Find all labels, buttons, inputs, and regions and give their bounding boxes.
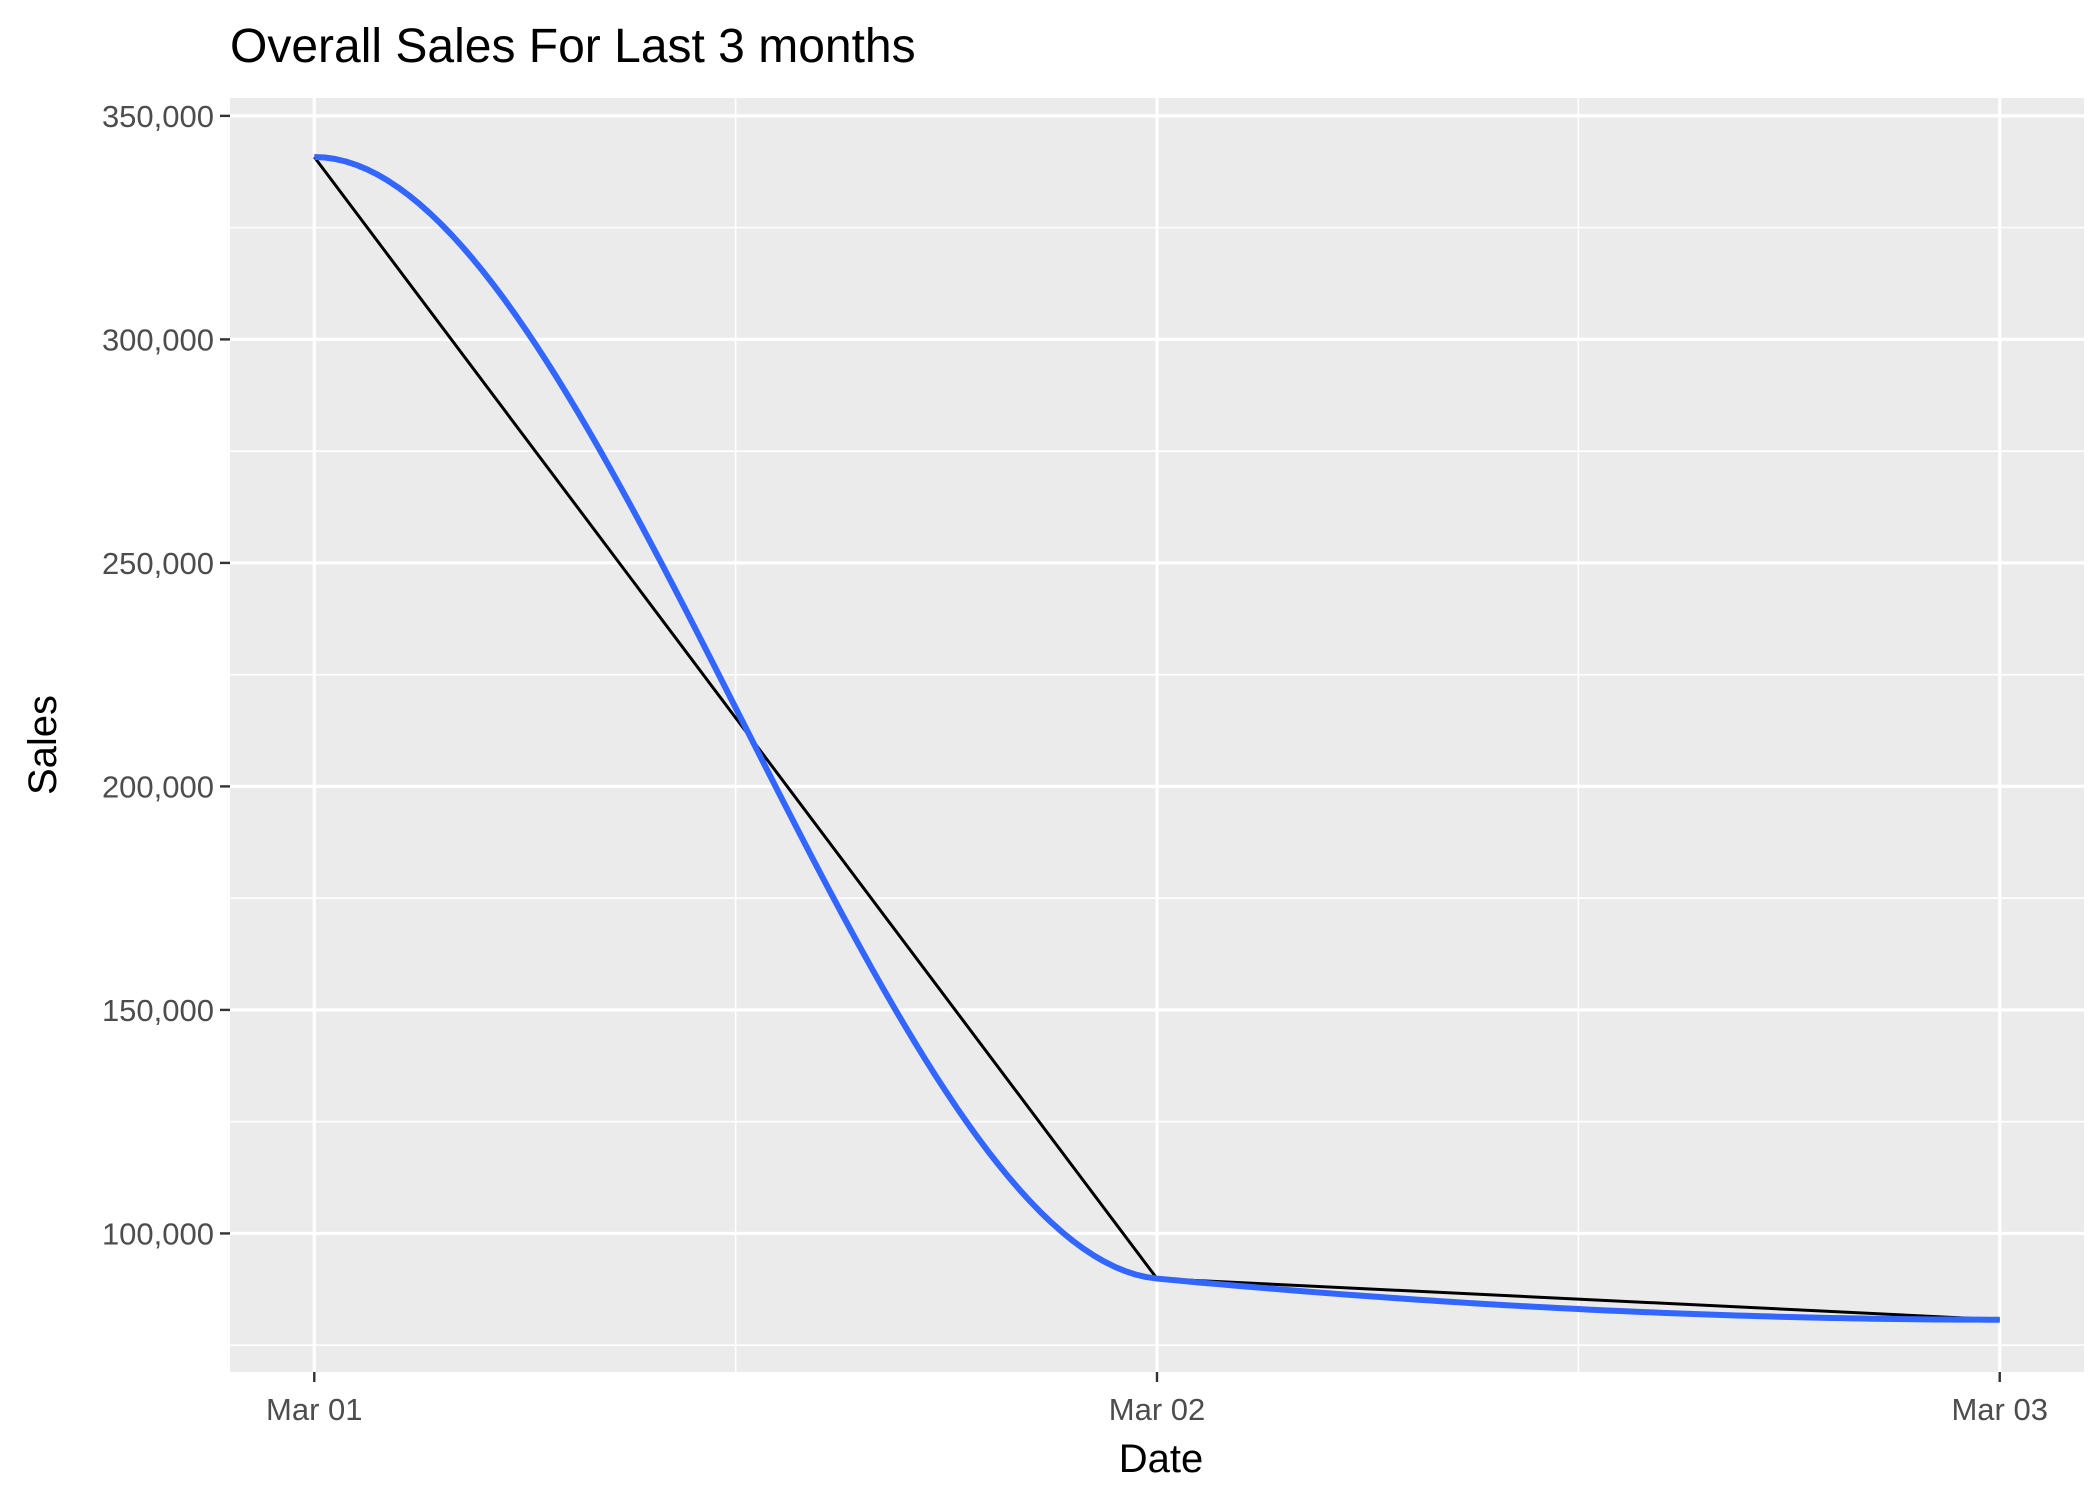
x-axis-title: Date [1119,1437,1204,1481]
y-axis: 100,000 150,000 200,000 250,000 300,000 350,0… [102,99,230,1251]
y-tick-label-3: 250,000 [102,546,214,581]
y-axis-title: Sales [21,695,65,795]
x-tick-label-0: Mar 01 [266,1392,362,1427]
y-tick-label-1: 150,000 [102,993,214,1028]
y-tick-label-2: 200,000 [102,769,214,804]
smooth-line [314,154,2000,1323]
chart-title: Overall Sales For Last 3 months [230,20,916,73]
x-axis: Mar 01 Mar 02 Mar 03 [266,1372,2048,1427]
x-tick-label-2: Mar 03 [1951,1392,2047,1427]
series-layer [313,154,2000,1323]
y-tick-label-4: 300,000 [102,322,214,357]
grid-major [230,98,2084,1372]
x-tick-label-1: Mar 02 [1109,1392,1205,1427]
y-tick-label-5: 350,000 [102,99,214,134]
y-tick-label-0: 100,000 [102,1216,214,1251]
